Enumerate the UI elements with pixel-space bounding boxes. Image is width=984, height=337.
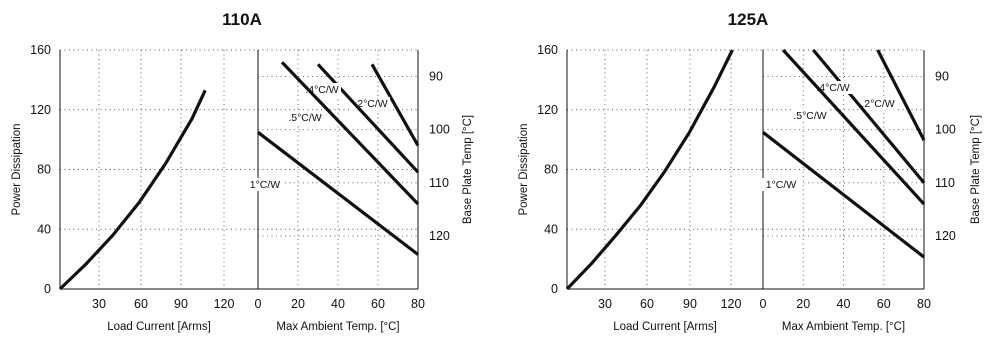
base-plate-tick-label: 110 bbox=[935, 176, 955, 190]
load-y-tick-label: 120 bbox=[30, 103, 51, 117]
load-x-tick-label: 30 bbox=[598, 297, 612, 311]
base-plate-tick-label: 100 bbox=[935, 123, 956, 137]
ambient-x-tick-label: 40 bbox=[837, 297, 851, 311]
curve-label-bg bbox=[352, 97, 390, 110]
load-y-tick-label: 0 bbox=[551, 282, 558, 296]
thermal-resistance-label: .5°C/W bbox=[288, 112, 321, 124]
ambient-x-axis-title: Max Ambient Temp. [°C] bbox=[276, 321, 399, 333]
thermal-resistance-line bbox=[316, 63, 420, 174]
ambient-x-tick-label: 60 bbox=[371, 297, 385, 311]
load-y-tick-label: 160 bbox=[537, 43, 558, 57]
thermal-resistance-line bbox=[257, 131, 419, 256]
thermal-resistance-line bbox=[762, 131, 925, 259]
thermal-resistance-label: .2°C/W bbox=[861, 98, 894, 110]
ambient-x-tick-label: 80 bbox=[411, 297, 425, 311]
base-plate-tick-label: 90 bbox=[935, 70, 949, 84]
thermal-resistance-line bbox=[370, 63, 420, 147]
thermal-resistance-label: 1°C/W bbox=[766, 179, 797, 191]
curve-label-bg bbox=[859, 97, 897, 110]
base-plate-y-axis-title: Base Plate Temp [°C] bbox=[462, 115, 474, 224]
ambient-x-tick-label: 0 bbox=[760, 297, 767, 311]
thermal-resistance-label: .5°C/W bbox=[793, 110, 826, 122]
chart-title: 110A bbox=[222, 10, 262, 29]
load-y-tick-label: 80 bbox=[544, 163, 558, 177]
power-dissipation-curve bbox=[58, 89, 207, 291]
ambient-x-tick-label: 0 bbox=[255, 297, 262, 311]
load-x-tick-label: 60 bbox=[640, 297, 654, 311]
load-y-tick-label: 40 bbox=[544, 222, 558, 236]
ambient-x-tick-label: 40 bbox=[331, 297, 345, 311]
ambient-x-tick-label: 20 bbox=[796, 297, 810, 311]
ambient-x-tick-label: 80 bbox=[917, 297, 931, 311]
load-x-axis-title: Load Current [Arms] bbox=[613, 321, 717, 333]
load-x-tick-label: 90 bbox=[683, 297, 697, 311]
thermal-resistance-line bbox=[781, 48, 926, 206]
thermal-resistance-line bbox=[876, 49, 926, 142]
load-x-tick-label: 60 bbox=[134, 297, 148, 311]
load-y-tick-label: 0 bbox=[44, 282, 51, 296]
chart-title: 125A bbox=[728, 10, 769, 29]
thermal-resistance-line bbox=[812, 48, 926, 184]
curve-label-bg bbox=[762, 178, 800, 191]
base-plate-y-axis-title: Base Plate Temp [°C] bbox=[970, 115, 982, 224]
curve-label-bg bbox=[791, 109, 829, 122]
load-y-tick-label: 120 bbox=[537, 103, 558, 117]
load-y-tick-label: 80 bbox=[37, 163, 51, 177]
ambient-x-tick-label: 60 bbox=[877, 297, 891, 311]
base-plate-tick-label: 120 bbox=[429, 229, 450, 243]
curve-label-bg bbox=[286, 111, 324, 124]
ambient-x-tick-label: 20 bbox=[291, 297, 305, 311]
load-y-tick-label: 160 bbox=[30, 43, 51, 57]
ambient-x-axis-title: Max Ambient Temp. [°C] bbox=[782, 321, 905, 333]
curve-label-bg bbox=[246, 178, 284, 191]
thermal-resistance-label: .2°C/W bbox=[354, 98, 387, 110]
thermal-resistance-line bbox=[280, 61, 420, 206]
load-y-axis-title: Power Dissipation bbox=[11, 123, 23, 215]
power-dissipation-curve bbox=[565, 49, 734, 291]
base-plate-tick-label: 100 bbox=[429, 123, 450, 137]
load-x-tick-label: 90 bbox=[174, 297, 188, 311]
curve-label-bg bbox=[814, 81, 852, 94]
load-x-tick-label: 30 bbox=[92, 297, 106, 311]
base-plate-tick-label: 120 bbox=[935, 229, 956, 243]
load-x-axis-title: Load Current [Arms] bbox=[107, 321, 211, 333]
base-plate-tick-label: 110 bbox=[429, 176, 449, 190]
load-y-tick-label: 40 bbox=[37, 222, 51, 236]
thermal-resistance-label: 1°C/W bbox=[250, 179, 281, 191]
load-y-axis-title: Power Dissipation bbox=[518, 123, 530, 215]
load-x-tick-label: 120 bbox=[721, 297, 742, 311]
load-x-tick-label: 120 bbox=[214, 297, 235, 311]
thermal-resistance-label: .4°C/W bbox=[816, 82, 849, 94]
base-plate-tick-label: 90 bbox=[429, 70, 443, 84]
